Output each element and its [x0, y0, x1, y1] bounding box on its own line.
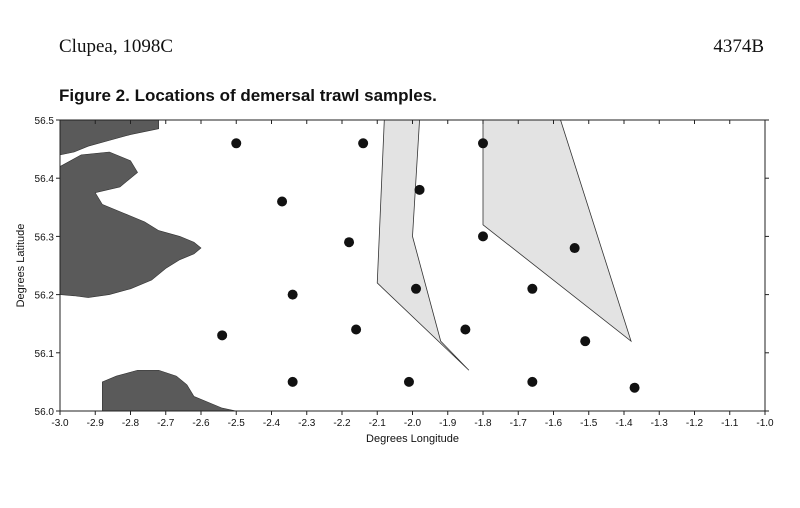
land-mass-2 [59, 151, 202, 298]
x-tick-label: -1.1 [721, 418, 739, 429]
sample-point [527, 283, 538, 294]
sample-point [358, 138, 369, 149]
y-axis-label: Degrees Latitude [15, 224, 27, 308]
y-tick-label: 56.2 [35, 291, 55, 302]
x-tick-label: -2.3 [298, 418, 316, 429]
x-tick-label: -1.6 [545, 418, 563, 429]
sample-point [351, 324, 362, 335]
sample-point [277, 196, 288, 207]
y-tick-label: 56.0 [35, 407, 55, 418]
sample-point-layer [217, 138, 640, 393]
sample-point [569, 243, 580, 254]
sample-point [414, 184, 425, 195]
x-tick-label: -2.6 [192, 418, 210, 429]
sample-point [580, 336, 591, 347]
sample-point [527, 376, 538, 387]
x-tick-label: -1.2 [686, 418, 704, 429]
sample-point [231, 138, 242, 149]
x-tick-label: -1.8 [474, 418, 492, 429]
sample-point [403, 376, 414, 387]
x-tick-label: -1.7 [510, 418, 528, 429]
y-tick-label: 56.3 [35, 232, 55, 243]
x-tick-label: -2.7 [157, 418, 175, 429]
survey-area-1 [376, 119, 470, 371]
survey-area-layer [376, 119, 632, 371]
sample-point [344, 237, 355, 248]
x-tick-label: -3.0 [51, 418, 69, 429]
header-left-text: Clupea, 1098C [59, 36, 173, 57]
land-mass-3 [102, 369, 237, 412]
x-tick-label: -1.0 [756, 418, 774, 429]
x-tick-label: -1.3 [651, 418, 669, 429]
x-tick-label: -1.9 [439, 418, 457, 429]
x-tick-label: -2.5 [228, 418, 246, 429]
header-right-text: 4374B [713, 36, 764, 57]
land-mass-1 [59, 119, 159, 156]
y-tick-label: 56.1 [35, 349, 55, 360]
x-tick-label: -2.4 [263, 418, 281, 429]
x-axis-label: Degrees Longitude [366, 433, 459, 445]
x-tick-label: -2.2 [333, 418, 351, 429]
sample-point [460, 324, 471, 335]
y-tick-label: 56.5 [35, 116, 55, 127]
x-tick-label: -2.9 [87, 418, 105, 429]
land-layer [59, 119, 237, 412]
sample-point [629, 382, 640, 393]
x-tick-label: -2.8 [122, 418, 140, 429]
sample-point [287, 376, 298, 387]
x-tick-label: -1.4 [615, 418, 633, 429]
tick-layer: -3.0 -2.9 -2.8 -2.7 -2.6 -2.5 -2.4 -2.3 -2.2 -2.1… [35, 116, 775, 429]
x-tick-label: -2.0 [404, 418, 422, 429]
sample-point [478, 231, 488, 242]
sample-point [411, 283, 422, 294]
sample-point [217, 330, 228, 341]
y-tick-label: 56.4 [35, 174, 55, 185]
x-tick-label: -1.5 [580, 418, 598, 429]
survey-area-2 [482, 119, 632, 343]
figure-title: Figure 2. Locations of demersal trawl sa… [59, 86, 437, 105]
sample-point [478, 138, 488, 149]
x-tick-label: -2.1 [369, 418, 387, 429]
sample-point [287, 289, 298, 300]
